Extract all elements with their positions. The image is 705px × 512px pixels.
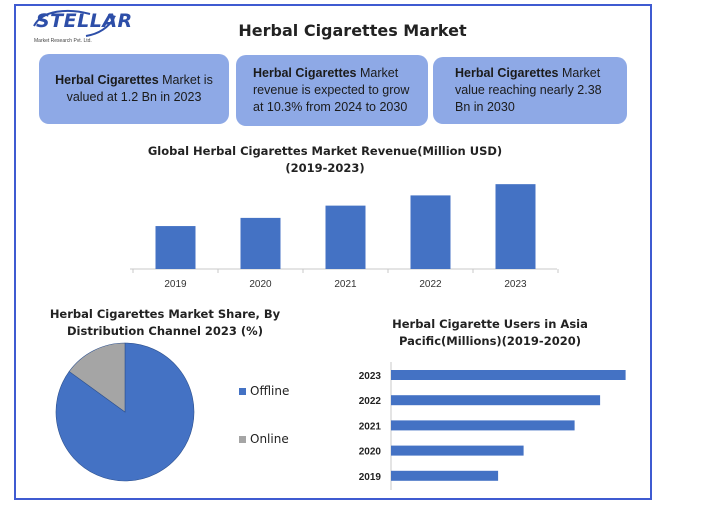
x-tick-label: 2019 <box>164 279 187 290</box>
legend-label-online: Online <box>250 432 289 446</box>
card-bold-text: Herbal Cigarettes <box>253 66 357 80</box>
legend-online: Online <box>239 432 289 446</box>
pie-slice-online <box>68 342 126 413</box>
share-chart-title-line: Herbal Cigarettes Market Share, By <box>49 307 281 321</box>
users-horizontal-bar-chart: 2023 2022 2021 2020 2019 <box>359 362 626 490</box>
y-tick-label: 2023 <box>359 371 382 382</box>
share-pie-chart <box>55 342 195 482</box>
revenue-bar <box>495 184 536 269</box>
users-chart-title-line: Herbal Cigarette Users in Asia <box>392 317 588 331</box>
y-tick-label: 2021 <box>359 421 382 432</box>
card-bold-text: Herbal Cigarettes <box>455 66 559 80</box>
summary-card-valuation: Herbal Cigarettes Market is valued at 1.… <box>39 54 229 124</box>
revenue-bar <box>410 195 451 269</box>
card-bold-text: Herbal Cigarettes <box>55 73 159 87</box>
users-chart-title: Herbal Cigarette Users in Asia Pacific(M… <box>360 316 620 350</box>
share-chart-title: Herbal Cigarettes Market Share, By Distr… <box>40 306 290 340</box>
revenue-chart-title: Global Herbal Cigarettes Market Revenue(… <box>130 143 520 177</box>
legend-offline: Offline <box>239 384 289 398</box>
revenue-bar <box>240 217 281 269</box>
logo-swoosh-icon <box>33 9 116 37</box>
x-tick-label: 2021 <box>334 279 357 290</box>
revenue-chart-subtitle: (2019-2023) <box>285 161 365 175</box>
revenue-bar-chart: 2019 2020 2021 2022 2023 <box>130 184 559 290</box>
revenue-chart-title-line: Global Herbal Cigarettes Market Revenue(… <box>147 144 503 158</box>
card-text: Market revenue is expected to grow at 10… <box>253 66 410 114</box>
logo-text: STELLAR <box>36 10 133 32</box>
users-bar <box>391 470 499 481</box>
y-tick-label: 2020 <box>359 447 382 458</box>
x-tick-label: 2022 <box>419 279 442 290</box>
revenue-bar <box>155 226 196 269</box>
page-title: Herbal Cigarettes Market <box>238 21 467 40</box>
y-tick-label: 2022 <box>359 396 382 407</box>
logo-subtext: Market Research Pvt. Ltd. <box>34 38 92 44</box>
card-text: Market is valued at 1.2 Bn in 2023 <box>66 73 213 104</box>
users-bar <box>391 445 524 456</box>
x-tick-label: 2023 <box>504 279 527 290</box>
users-bar <box>391 420 575 431</box>
summary-card-forecast: Herbal Cigarettes Market value reaching … <box>433 57 627 124</box>
share-chart-subtitle: Distribution Channel 2023 (%) <box>67 324 263 338</box>
users-bar <box>391 395 601 406</box>
y-tick-label: 2019 <box>359 472 382 483</box>
users-chart-subtitle: Pacific(Millions)(2019-2020) <box>399 334 581 348</box>
revenue-bar <box>325 205 366 269</box>
legend-label-offline: Offline <box>250 384 290 398</box>
legend-swatch-offline <box>239 388 246 395</box>
x-tick-label: 2020 <box>249 279 272 290</box>
legend-swatch-online <box>239 436 246 443</box>
summary-card-growth: Herbal Cigarettes Market revenue is expe… <box>236 55 428 126</box>
users-bar <box>391 370 626 380</box>
card-text: Market value reaching nearly 2.38 Bn in … <box>455 66 602 114</box>
